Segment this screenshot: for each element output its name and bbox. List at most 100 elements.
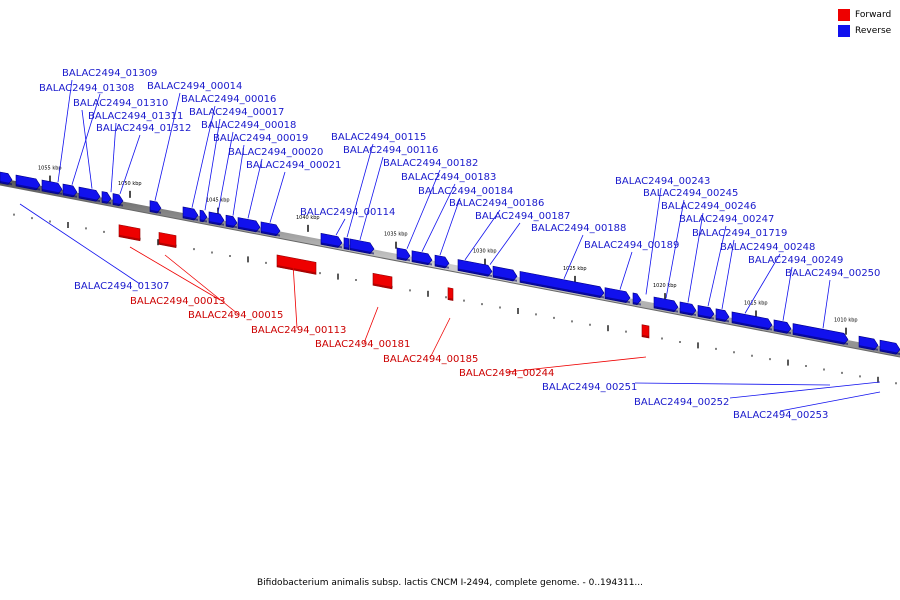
scale-tick-label: 1045 kbp — [206, 198, 230, 204]
gene-shade — [732, 320, 772, 331]
forward-gene — [276, 254, 317, 275]
gene-label: BALAC2494_00116 — [343, 145, 438, 156]
gene-shade — [150, 209, 161, 214]
reverse-gene — [411, 250, 433, 266]
reverse-gene — [41, 179, 63, 195]
label-leader — [164, 254, 239, 315]
label-leader — [822, 279, 831, 329]
reverse-gene — [519, 271, 605, 299]
gene-shade — [238, 226, 260, 233]
label-leader — [269, 171, 286, 223]
gene-label: BALAC2494_00020 — [228, 147, 323, 158]
scale-ticks: 1055 kbp 1050 kbp 1045 kbp 1040 kbp 1035 kbp… — [38, 166, 858, 335]
reverse-gene — [604, 287, 631, 304]
label-leader — [154, 92, 181, 201]
gene-label: BALAC2494_00017 — [189, 107, 284, 118]
label-leaders — [19, 79, 881, 412]
label-leader — [335, 218, 346, 236]
label-leader — [232, 144, 245, 216]
gene-shade — [448, 297, 453, 301]
gene-shade — [859, 345, 878, 351]
label-leader — [421, 183, 456, 252]
label-leader — [292, 263, 298, 329]
gene-shade — [605, 296, 630, 304]
reverse-gene — [396, 247, 411, 262]
label-leader — [81, 109, 93, 189]
forward-gene — [158, 232, 177, 248]
gene-label: BALAC2494_00014 — [147, 81, 242, 92]
reverse-gene — [697, 305, 715, 320]
forward-gene — [447, 287, 454, 301]
gene-shade — [520, 280, 604, 299]
gene-label: BALAC2494_00188 — [531, 223, 626, 234]
gene-label: BALAC2494_00247 — [679, 214, 774, 225]
label-leader — [247, 158, 263, 219]
label-leader — [489, 222, 521, 265]
genome-axis — [0, 178, 900, 357]
forward-gene — [118, 224, 141, 242]
label-leader — [619, 251, 633, 290]
gene-shade — [200, 219, 207, 223]
gene-shade — [435, 264, 449, 269]
gene-shade — [654, 305, 678, 313]
reverse-gene — [773, 319, 792, 335]
gene-label: BALAC2494_00021 — [246, 160, 341, 171]
reverse-gene — [731, 311, 773, 331]
label-leader — [687, 212, 704, 303]
gene-shade — [209, 220, 224, 226]
gene-label: BALAC2494_00013 — [130, 296, 225, 307]
gene-shade — [458, 268, 492, 278]
label-leader — [707, 225, 727, 307]
reverse-gene — [260, 221, 281, 237]
gene-shade — [680, 310, 696, 317]
reverse-gene — [182, 206, 199, 221]
gene-shade — [698, 314, 714, 320]
gene-features — [0, 171, 900, 355]
gene-shade — [412, 259, 432, 266]
scale-tick-label: 1015 kbp — [744, 300, 768, 306]
gene-shade — [716, 317, 729, 323]
reverse-gene — [112, 193, 124, 207]
label-leader — [406, 169, 441, 249]
gene-label: BALAC2494_00246 — [661, 201, 756, 212]
forward-gene — [641, 324, 650, 339]
label-leader — [363, 306, 379, 344]
label-leader — [744, 253, 781, 314]
scale-tick-label: 1010 kbp — [834, 318, 858, 324]
legend-reverse-label: Reverse — [855, 26, 892, 36]
gene-shade — [42, 189, 62, 195]
reverse-gene — [78, 186, 101, 203]
scale-tick-label: 1050 kbp — [118, 181, 142, 187]
gene-shade — [642, 334, 649, 339]
gene-label: BALAC2494_01719 — [692, 228, 787, 239]
reverse-gene — [208, 211, 225, 226]
gene-label: BALAC2494_00244 — [459, 368, 554, 379]
gene-shade — [397, 256, 410, 262]
gene-shade — [321, 242, 342, 249]
label-leader — [359, 156, 384, 240]
gene-label: BALAC2494_01309 — [62, 68, 157, 79]
gene-label: BALAC2494_00181 — [315, 339, 410, 350]
gene-shade — [493, 275, 517, 282]
label-leader — [110, 122, 117, 193]
reverse-gene — [225, 214, 238, 229]
gene-label: BALAC2494_01308 — [39, 83, 134, 94]
scale-tick-label: 1055 kbp — [38, 166, 62, 172]
reverse-gene — [434, 254, 450, 269]
reverse-gene — [457, 259, 493, 278]
gene-label: BALAC2494_00252 — [634, 397, 729, 408]
gene-shade — [0, 181, 12, 186]
gene-label: BALAC2494_00184 — [418, 186, 513, 197]
gene-label: BALAC2494_00248 — [720, 242, 815, 253]
reverse-gene — [879, 339, 900, 355]
gene-shade — [102, 200, 111, 205]
gene-shade — [183, 215, 198, 221]
gene-label: BALAC2494_00018 — [201, 120, 296, 131]
reverse-gene — [237, 217, 261, 233]
gene-shade — [16, 184, 40, 191]
label-leader — [563, 234, 584, 279]
label-leader — [721, 239, 735, 310]
gene-label: BALAC2494_01312 — [96, 123, 191, 134]
gene-label: BALAC2494_01307 — [74, 281, 169, 292]
